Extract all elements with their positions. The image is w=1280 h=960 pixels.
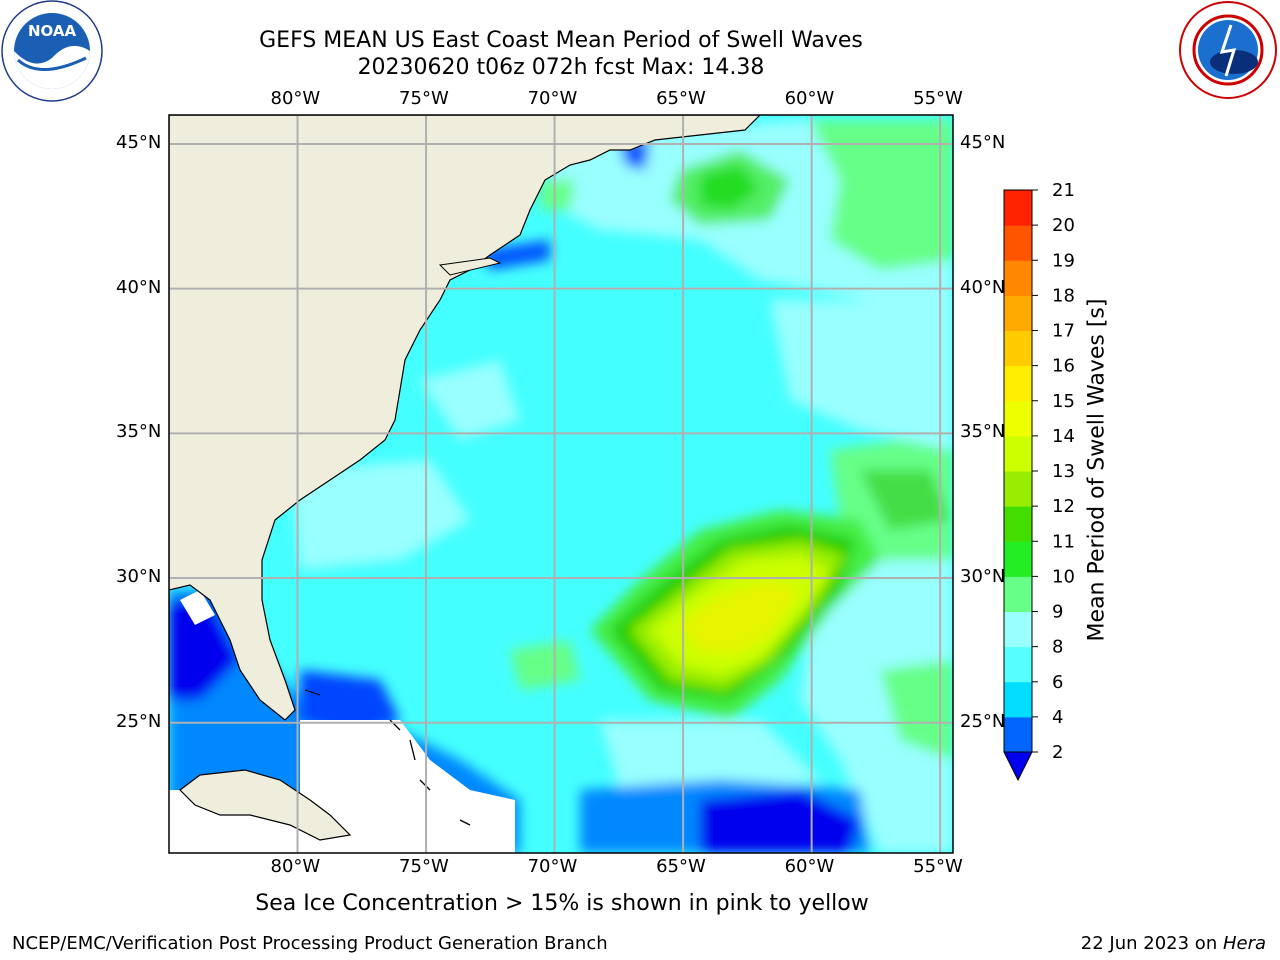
noaa-logo: NOAA <box>1 0 103 102</box>
colorbar-segment <box>1004 611 1032 648</box>
colorbar-segment <box>1004 225 1032 261</box>
sea-ice-note: Sea Ice Concentration > 15% is shown in … <box>255 891 869 916</box>
date-text: 22 Jun 2023 on <box>1080 933 1223 954</box>
colorbar-tick-label: 6 <box>1052 672 1063 693</box>
colorbar-tick-label: 2 <box>1052 742 1063 763</box>
colorbar-tick-label: 12 <box>1052 496 1075 517</box>
colorbar-segment <box>1004 576 1032 612</box>
colorbar-tick-label: 10 <box>1052 566 1075 587</box>
map-field <box>169 115 953 853</box>
lat-label-right: 45°N <box>960 131 1006 153</box>
lon-label-bottom: 55°W <box>913 856 963 877</box>
lon-label-top: 60°W <box>784 88 835 109</box>
lat-label-right: 40°N <box>960 276 1006 298</box>
colorbar-segment <box>1004 506 1032 542</box>
map-subtitle: 20230620 t06z 072h fcst Max: 14.38 <box>357 55 765 80</box>
colorbar-segment <box>1004 541 1032 577</box>
colorbar-segment <box>1004 365 1032 402</box>
date-line: 22 Jun 2023 on Hera <box>1081 933 1266 954</box>
colorbar-tick-label: 20 <box>1052 215 1075 236</box>
colorbar-tick-label: 13 <box>1052 461 1075 482</box>
colorbar-tick-label: 14 <box>1052 426 1075 447</box>
map-frame <box>168 114 954 854</box>
colorbar-segment <box>1004 716 1032 753</box>
lon-label-top: 65°W <box>656 88 706 109</box>
no-data-region <box>300 720 515 853</box>
lon-label-bottom: 80°W <box>270 856 321 877</box>
colorbar-segment <box>1004 190 1032 226</box>
lon-label-top: 55°W <box>913 88 963 109</box>
colorbar-tick-label: 9 <box>1052 602 1063 623</box>
north-america-landmass <box>169 115 761 721</box>
colorbar-segment <box>1004 295 1032 331</box>
lat-lon-grid <box>169 115 953 853</box>
credit-line: NCEP/EMC/Verification Post Processing Pr… <box>12 933 608 954</box>
colorbar-segment <box>1004 400 1032 437</box>
machine-name: Hera <box>1222 933 1266 954</box>
lat-label-right: 30°N <box>960 566 1006 588</box>
noaa-logo-text: NOAA <box>28 22 77 40</box>
lon-label-bottom: 65°W <box>656 856 706 877</box>
lat-label-left: 45°N <box>116 131 162 153</box>
colorbar-segment <box>1004 471 1032 507</box>
lon-label-top: 75°W <box>399 88 449 109</box>
colorbar-tick-label: 21 <box>1052 180 1075 201</box>
colorbar-segment <box>1004 330 1032 367</box>
colorbar-tick-label: 19 <box>1052 250 1075 271</box>
colorbar-segment <box>1004 435 1032 472</box>
lat-label-left: 40°N <box>116 276 162 298</box>
colorbar-tick-label: 16 <box>1052 356 1075 377</box>
lat-label-left: 30°N <box>116 566 162 588</box>
colorbar-tick-label: 4 <box>1052 707 1063 728</box>
colorbar-tick-label: 17 <box>1052 321 1075 342</box>
colorbar-segment <box>1004 646 1032 683</box>
colorbar-tick-label: 15 <box>1052 391 1075 412</box>
colorbar-tick-label: 8 <box>1052 637 1063 658</box>
colorbar: 2 4 6 8 9 10 11 12 13 14 15 16 17 18 19 20 21 <box>1003 180 1075 782</box>
lon-label-bottom: 60°W <box>784 856 835 877</box>
lon-label-bottom: 75°W <box>399 856 449 877</box>
lat-label-right: 25°N <box>960 710 1006 732</box>
colorbar-segment <box>1004 260 1032 296</box>
lon-label-bottom: 70°W <box>527 856 578 877</box>
colorbar-tick-label: 18 <box>1052 285 1075 306</box>
colorbar-under-arrow <box>1003 751 1033 782</box>
lat-label-right: 35°N <box>960 421 1006 443</box>
lat-label-left: 35°N <box>116 421 162 443</box>
cuba-landmass <box>179 769 352 841</box>
colorbar-segment <box>1004 681 1032 718</box>
lon-label-top: 70°W <box>527 88 578 109</box>
colorbar-label: Mean Period of Swell Waves [s] <box>1084 298 1110 642</box>
lat-label-left: 25°N <box>116 710 162 732</box>
lon-label-top: 80°W <box>270 88 321 109</box>
map-title: GEFS MEAN US East Coast Mean Period of S… <box>259 28 863 53</box>
nws-logo <box>1179 1 1277 99</box>
colorbar-tick-label: 11 <box>1052 531 1075 552</box>
